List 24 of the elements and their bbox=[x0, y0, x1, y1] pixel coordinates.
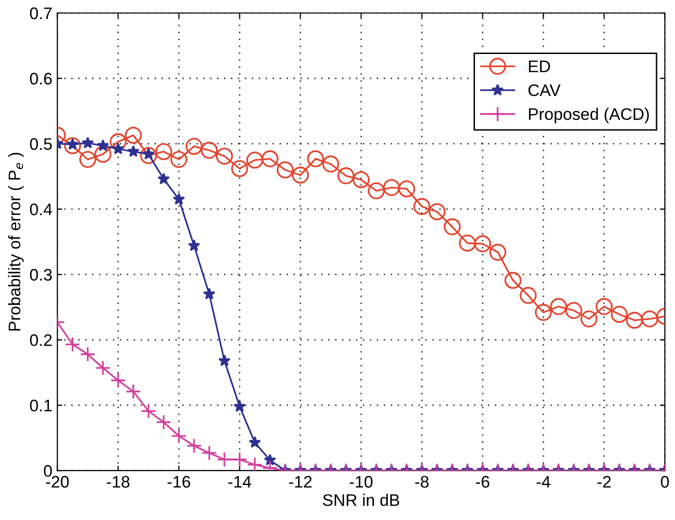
x-tick-label: -10 bbox=[350, 476, 373, 488]
x-axis-title: SNR in dB bbox=[322, 494, 400, 506]
x-tick-label: -12 bbox=[289, 476, 312, 488]
legend-label: Proposed (ACD) bbox=[528, 108, 649, 124]
y-tick-label: 0.6 bbox=[30, 72, 52, 85]
y-tick-label: 0.3 bbox=[30, 268, 52, 281]
x-tick-label: -8 bbox=[415, 476, 429, 488]
x-tick-label: 0 bbox=[660, 476, 669, 488]
x-tick-label: -16 bbox=[168, 476, 190, 488]
legend-label: CAV bbox=[528, 84, 561, 96]
x-tick-label: -14 bbox=[228, 476, 252, 488]
y-tick-label: 0.1 bbox=[30, 400, 52, 412]
legend-label: ED bbox=[528, 60, 550, 72]
x-tick-label: -2 bbox=[597, 476, 611, 488]
x-tick-label: -18 bbox=[106, 476, 130, 488]
x-tick-label: -6 bbox=[476, 476, 490, 488]
y-axis-title: Probability of error ( P$_{e}$ ) bbox=[8, 152, 24, 331]
y-tick-label: 0.4 bbox=[30, 204, 52, 216]
y-tick-label: 0.5 bbox=[30, 138, 52, 150]
y-tick-label: 0.2 bbox=[30, 334, 52, 346]
y-tick-label: 0.7 bbox=[30, 7, 52, 20]
y-tick-label: 0 bbox=[44, 465, 52, 477]
x-tick-label: -20 bbox=[46, 476, 69, 488]
x-tick-label: -4 bbox=[536, 476, 550, 488]
